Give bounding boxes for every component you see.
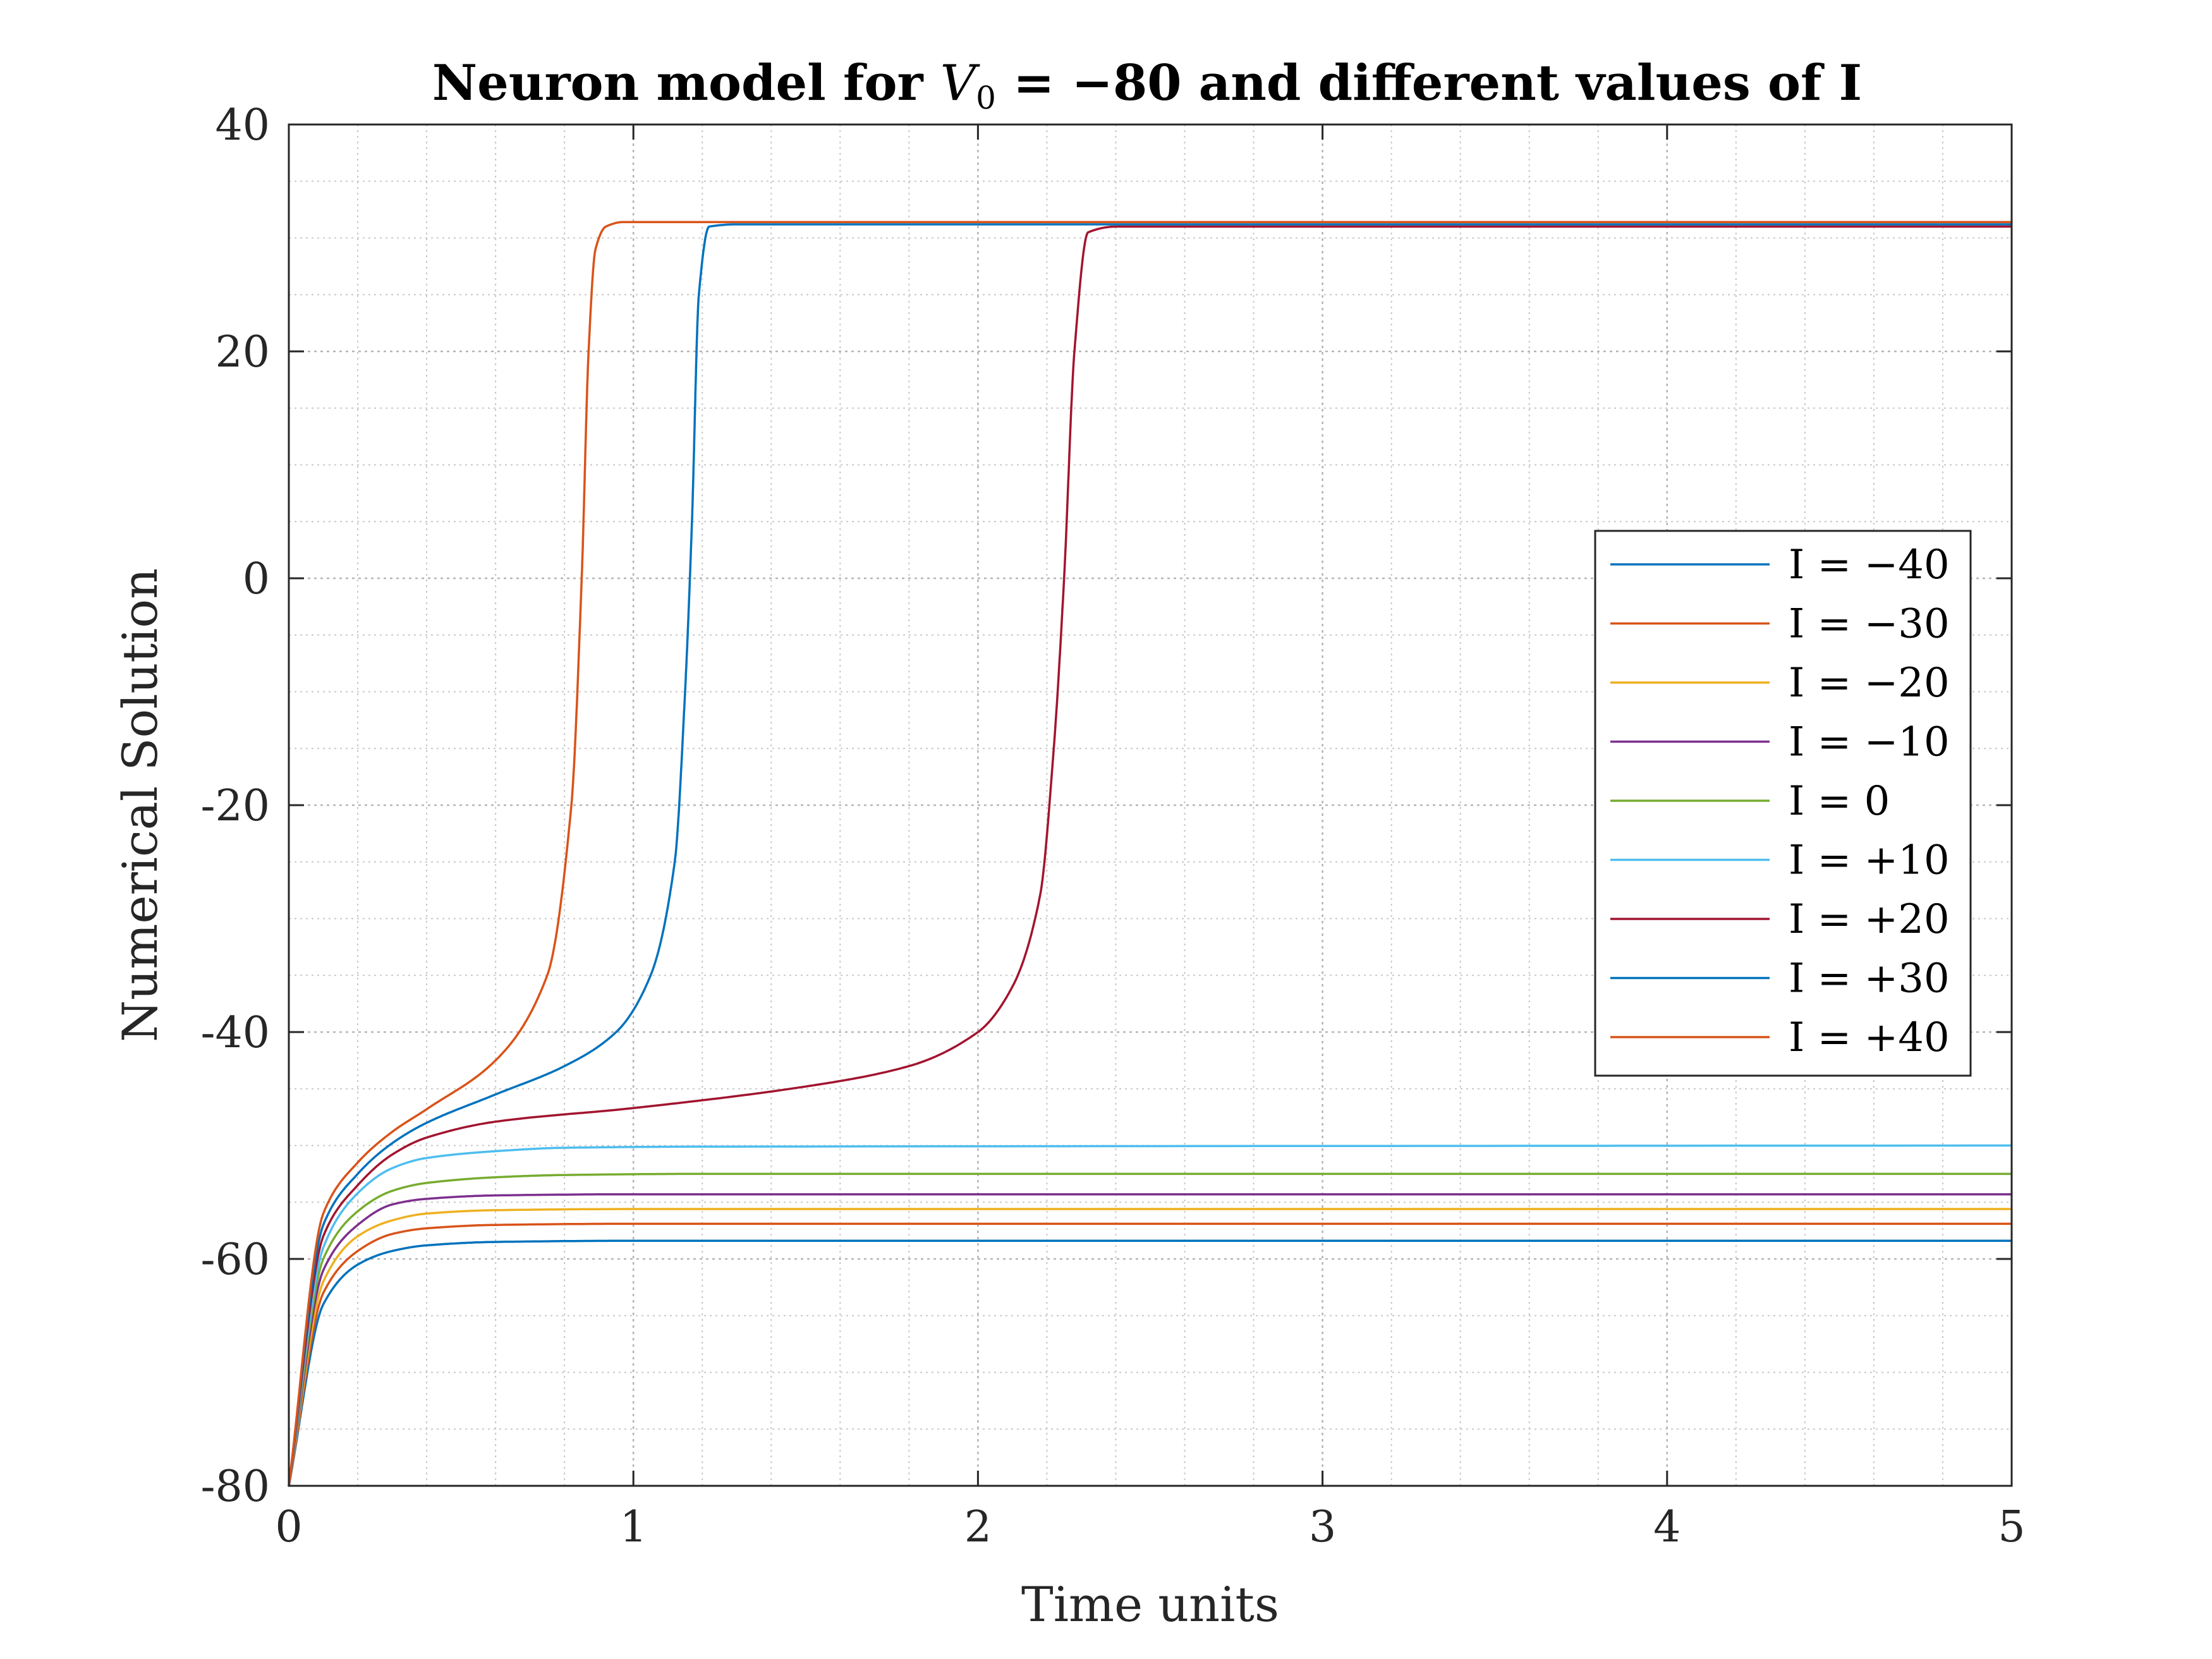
series-line-0 <box>288 1239 2012 1486</box>
x-axis-label: Time units <box>1021 1576 1279 1632</box>
x-tick-label: 5 <box>1998 1502 2025 1552</box>
x-tick-label: 4 <box>1653 1502 1680 1552</box>
legend-label: I = +30 <box>1789 956 1950 1002</box>
legend[interactable]: I = −40 I = −30 I = −20 I = −10 I = 0 I = +10… <box>1594 530 1972 1077</box>
legend-item[interactable]: I = +10 <box>1610 837 1950 884</box>
legend-label: I = −10 <box>1789 719 1950 766</box>
series-line-2 <box>288 1208 2012 1486</box>
legend-item[interactable]: I = +40 <box>1610 1014 1950 1061</box>
series-line-7 <box>288 223 2012 1486</box>
y-axis-label: Numerical Solution <box>112 568 168 1042</box>
x-tick-labels: 0 1 2 3 4 5 <box>275 1502 2025 1552</box>
y-tick-label: 20 <box>215 327 270 377</box>
x-tick-label: 2 <box>964 1502 992 1552</box>
chart-title: Neuron model for V0 = −80 and different … <box>432 54 1862 116</box>
legend-item[interactable]: I = −30 <box>1610 601 1950 648</box>
x-tick-label: 0 <box>275 1502 302 1552</box>
legend-items: I = −40 I = −30 I = −20 I = −10 I = 0 I = +10… <box>1610 542 1950 1061</box>
x-tick-label: 3 <box>1309 1502 1336 1552</box>
ticks-layer <box>288 123 2013 1487</box>
legend-label: I = +20 <box>1789 896 1950 943</box>
y-tick-labels: -80 -60 -40 -20 0 20 40 <box>200 100 270 1512</box>
legend-label: I = −20 <box>1789 660 1950 707</box>
legend-box <box>1594 530 1972 1077</box>
series-line-5 <box>288 1144 2012 1486</box>
series-line-4 <box>288 1172 2012 1486</box>
y-tick-label: -40 <box>200 1008 270 1058</box>
legend-item[interactable]: I = −20 <box>1610 660 1950 707</box>
series-layer <box>288 221 2012 1486</box>
legend-label: I = −40 <box>1789 542 1950 588</box>
legend-item[interactable]: I = −40 <box>1610 542 1950 588</box>
legend-label: I = 0 <box>1789 778 1890 825</box>
y-tick-label: -20 <box>200 781 270 831</box>
x-tick-label: 1 <box>620 1502 647 1552</box>
y-tick-label: 0 <box>243 554 270 604</box>
series-line-8 <box>288 221 2012 1486</box>
series-line-6 <box>288 225 2012 1486</box>
legend-item[interactable]: I = +30 <box>1610 956 1950 1002</box>
legend-label: I = −30 <box>1789 601 1950 648</box>
legend-item[interactable]: I = +20 <box>1610 896 1950 943</box>
y-tick-label: -80 <box>200 1462 270 1512</box>
series-line-3 <box>288 1193 2012 1486</box>
legend-label: I = +10 <box>1789 837 1950 884</box>
legend-item[interactable]: I = 0 <box>1610 778 1890 825</box>
y-tick-label: 40 <box>215 100 270 150</box>
legend-label: I = +40 <box>1789 1014 1950 1061</box>
series-line-1 <box>288 1222 2012 1486</box>
y-tick-label: -60 <box>200 1235 270 1285</box>
legend-item[interactable]: I = −10 <box>1610 719 1950 766</box>
